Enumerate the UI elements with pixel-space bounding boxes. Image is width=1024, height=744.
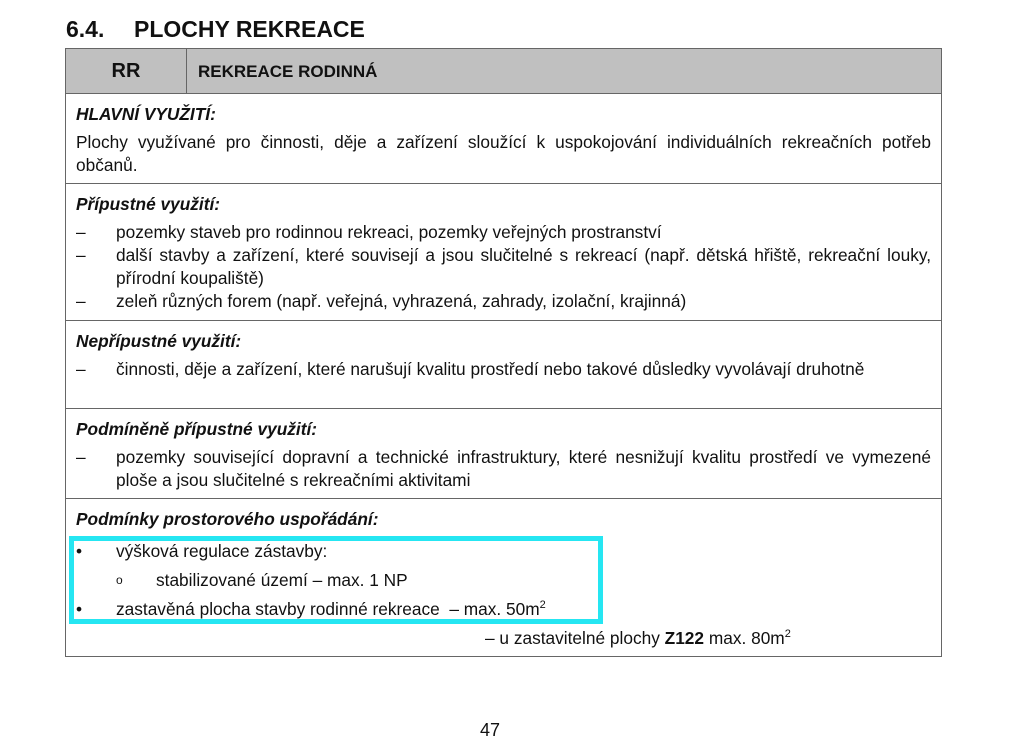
list-item: – zeleň různých forem (např. veřejná, vyh… <box>76 291 687 311</box>
prohibited-title: Nepřípustné využití: <box>76 331 242 351</box>
highlight-box <box>69 536 603 624</box>
area-name: REKREACE RODINNÁ <box>186 48 942 94</box>
list-item: • zastavěná plocha stavby rodinné rekreac… <box>76 599 546 619</box>
main-use-text: Plochy využívané pro činnosti, děje a za… <box>76 132 931 175</box>
list-item: • výšková regulace zástavby: <box>76 541 328 561</box>
page-number: 47 <box>480 720 501 740</box>
extra-note: – u zastavitelné plochy Z122 max. 80m2 <box>485 628 791 648</box>
regulation-table: RR REKREACE RODINNÁ HLAVNÍ VYUŽITÍ: Ploch… <box>65 48 942 657</box>
spatial-title: Podmínky prostorového uspořádání: <box>76 509 379 529</box>
permitted-title: Přípustné využití: <box>76 194 221 214</box>
list-item: – další stavby a zařízení, které souvisej… <box>76 245 931 288</box>
list-item: – činnosti, děje a zařízení, které narušu… <box>76 359 865 379</box>
sub-list-item: o stabilizované území – max. 1 NP <box>116 570 408 590</box>
area-code: RR <box>65 48 187 94</box>
section-heading: 6.4. PLOCHY REKREACE <box>66 16 365 42</box>
list-item: – pozemky související dopravní a technick… <box>76 447 931 490</box>
main-use-title: HLAVNÍ VYUŽITÍ: <box>76 104 216 124</box>
list-item: – pozemky staveb pro rodinnou rekreaci, p… <box>76 222 662 242</box>
conditional-title: Podmíněně přípustné využití: <box>76 419 318 439</box>
